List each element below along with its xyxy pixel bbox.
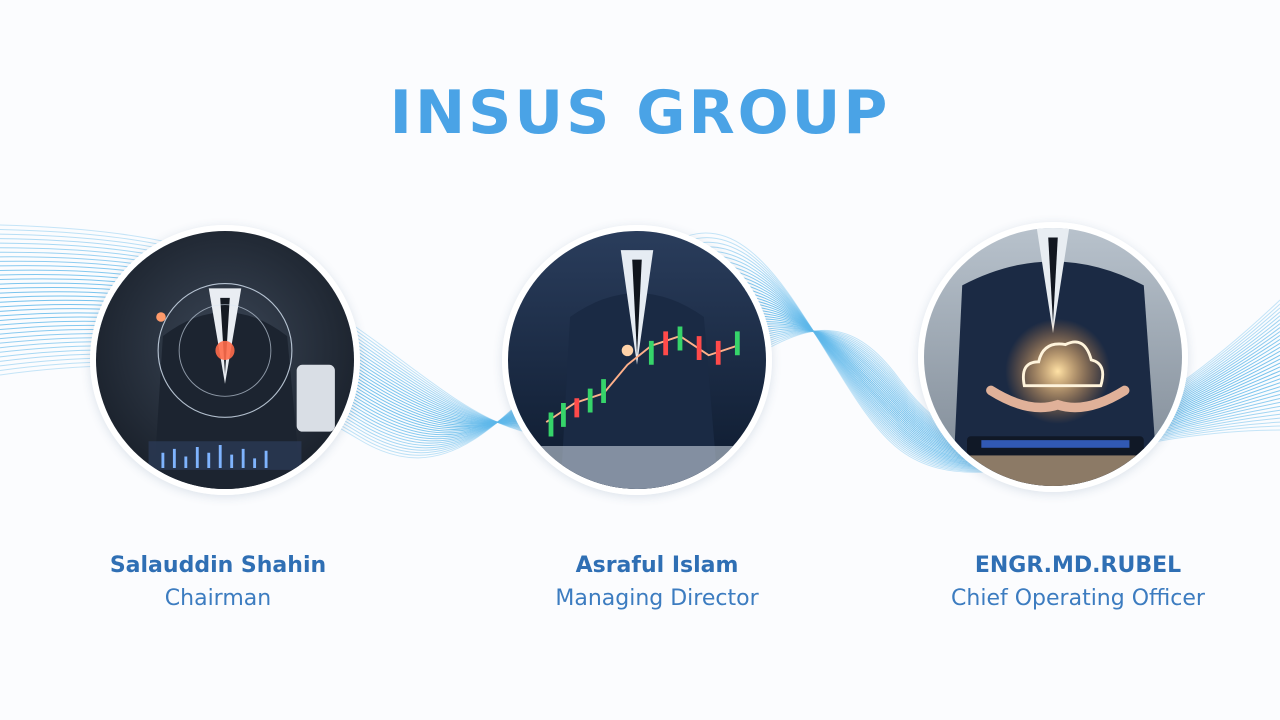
member-photo-coo [918,222,1188,492]
member-role: Chairman [164,586,272,611]
member-photo-managing-director [502,225,772,495]
member-role: Managing Director [555,586,759,611]
member-name: Salauddin Shahin [109,553,327,578]
member-photo-chairman [90,225,360,495]
member-name: Asraful Islam [575,553,739,578]
member-name: ENGR.MD.RUBEL [974,553,1182,578]
page-title: INSUS GROUP [389,78,891,148]
member-role: Chief Operating Officer [951,586,1205,611]
